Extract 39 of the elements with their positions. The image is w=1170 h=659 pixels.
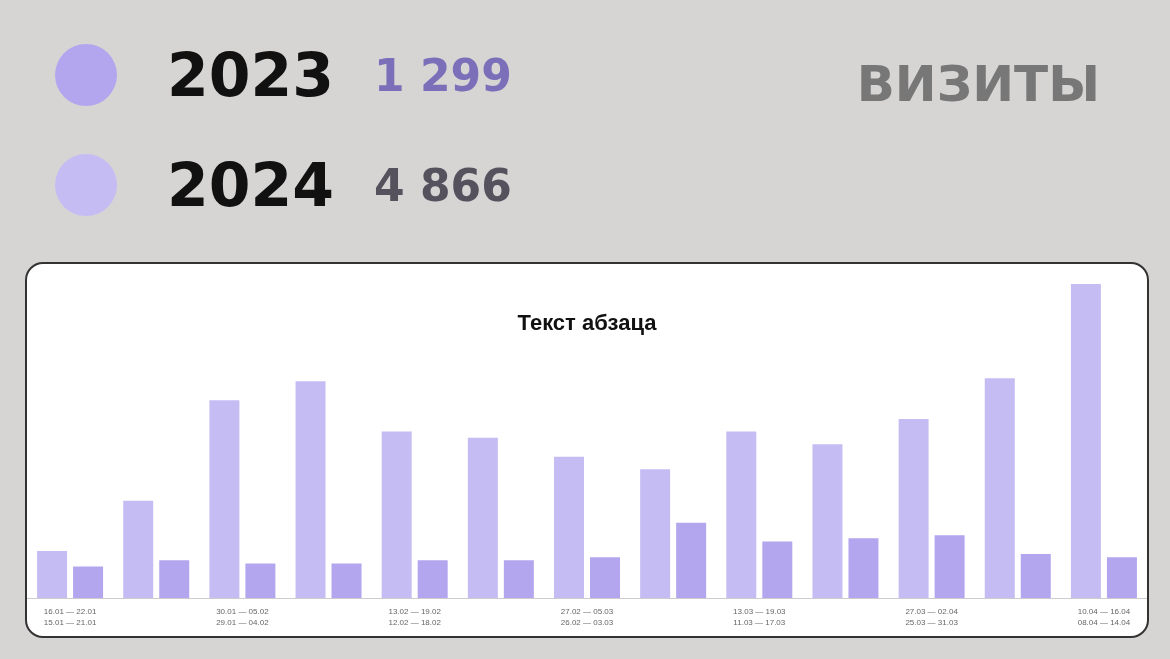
bar [209,400,240,598]
bar [934,535,965,598]
bar [1106,557,1137,598]
x-tick-label: 27.03 — 02.04 25.03 — 31.03 [905,607,959,627]
bar [381,431,412,598]
bar [676,522,707,598]
bar [898,419,929,598]
text: 4 866 [374,159,512,211]
bar [726,431,757,598]
bar [123,500,154,598]
legend-label: 2023 [167,40,334,110]
bar [331,563,362,598]
bar [590,557,620,598]
bar [1070,284,1101,598]
x-tick-label: 30.01 — 05.02 29.01 — 04.02 [216,607,270,627]
bar [554,456,584,598]
text: 1 299 [374,49,512,101]
bar [295,381,326,598]
x-tick-label: 27.02 — 05.03 26.02 — 03.03 [560,607,614,627]
x-tick-label: 10.04 — 16.04 08.04 — 14.04 [1077,607,1131,627]
bar [503,560,534,598]
x-tick-label: 13.02 — 19.02 12.02 — 18.02 [388,607,442,627]
legend-label: 2024 [167,150,334,220]
bar [1020,554,1051,598]
text: Текст абзаца [517,309,658,335]
bar [245,563,276,598]
x-tick-label: 13.03 — 19.03 11.03 — 17.03 [733,607,787,627]
bar [73,566,104,598]
bar [812,444,843,598]
bar [984,378,1015,598]
bar [848,538,879,598]
bar [467,437,498,598]
x-tick-label: 16.01 — 22.01 15.01 — 21.01 [43,607,97,627]
bar [417,560,448,598]
bar [640,469,671,598]
bar [159,560,190,598]
bar [37,550,68,598]
bar [762,541,793,598]
text: ВИЗИТЫ [856,55,1100,113]
